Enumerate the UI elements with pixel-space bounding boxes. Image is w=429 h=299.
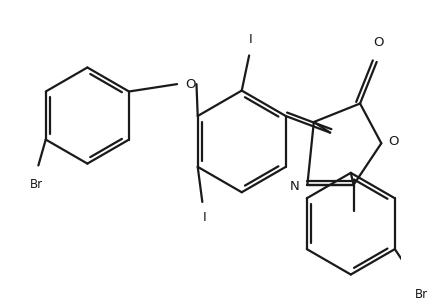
Text: N: N (290, 180, 299, 193)
Text: O: O (373, 36, 384, 49)
Text: Br: Br (30, 179, 43, 191)
Text: I: I (249, 33, 253, 46)
Text: O: O (185, 78, 195, 91)
Text: Br: Br (415, 288, 428, 299)
Text: O: O (388, 135, 399, 148)
Text: I: I (202, 211, 206, 224)
